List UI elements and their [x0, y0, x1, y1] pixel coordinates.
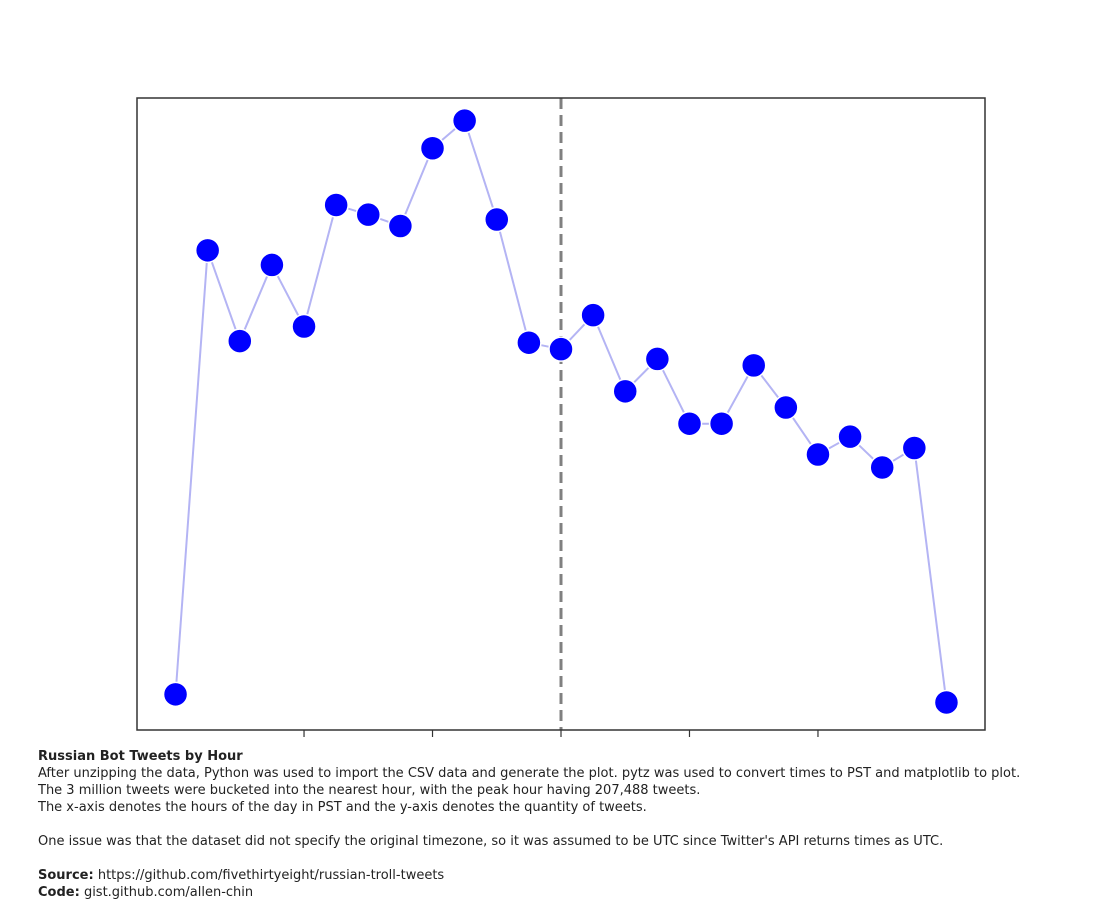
data-point [323, 192, 349, 218]
data-point [612, 378, 638, 405]
caption-note: One issue was that the dataset did not s… [38, 834, 944, 849]
code-label: Code: [38, 885, 80, 900]
data-points [162, 107, 960, 716]
data-point [676, 410, 703, 437]
data-point [740, 352, 767, 379]
data-point [194, 237, 221, 264]
x-ticks [303, 730, 819, 737]
data-point [162, 681, 189, 708]
code-url: gist.github.com/allen-chin [83, 885, 254, 900]
data-point [933, 689, 960, 716]
data-point [387, 213, 414, 239]
data-point [259, 252, 285, 278]
data-point [580, 302, 606, 328]
data-point [901, 435, 928, 461]
chart [136, 97, 986, 737]
source-line: Source: https://github.com/fivethirtyeig… [38, 867, 1078, 884]
caption-line: The x-axis denotes the hours of the day … [38, 800, 647, 815]
data-point [869, 454, 895, 481]
source-label: Source: [38, 868, 94, 883]
data-point [291, 313, 317, 340]
data-point [227, 328, 253, 354]
data-point [805, 441, 831, 468]
data-point [419, 135, 446, 161]
caption: Russian Bot Tweets by Hour After unzippi… [38, 748, 1078, 901]
plot-frame [136, 97, 986, 731]
code-line: Code: gist.github.com/allen-chin [38, 884, 1078, 901]
caption-line: After unzipping the data, Python was use… [38, 766, 1021, 781]
caption-line: The 3 million tweets were bucketed into … [38, 783, 701, 798]
caption-title: Russian Bot Tweets by Hour [38, 749, 243, 764]
data-point [516, 329, 542, 356]
source-url: https://github.com/fivethirtyeight/russi… [97, 868, 445, 883]
data-point [773, 394, 799, 421]
data-point [644, 346, 671, 372]
data-point [708, 410, 735, 437]
data-point [355, 201, 382, 228]
data-point [451, 107, 478, 134]
data-point [837, 423, 863, 450]
data-point [548, 336, 574, 362]
data-point [484, 206, 510, 233]
